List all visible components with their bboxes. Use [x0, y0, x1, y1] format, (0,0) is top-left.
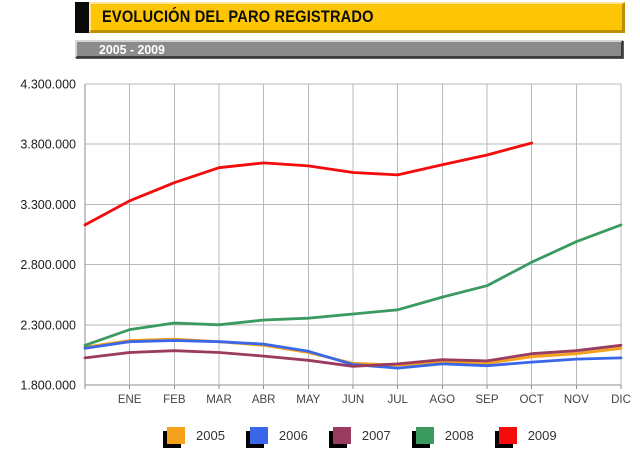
y-axis-tick-label: 3.800.000: [20, 138, 76, 152]
series-line-2009: [83, 141, 534, 227]
x-axis-tick-label: ABR: [252, 394, 276, 406]
y-axis-tick-label: 1.800.000: [20, 379, 76, 393]
legend-swatch-2008: [415, 427, 434, 444]
page-subtitle: 2005 - 2009: [99, 41, 165, 57]
series-line-2007: [83, 343, 623, 368]
legend-label: 2006: [278, 428, 308, 443]
title-accent-block: [75, 2, 89, 33]
x-axis-tick-label: DIC: [611, 394, 631, 406]
x-axis-tick-label: OCT: [520, 394, 544, 406]
x-axis-tick-label: JUN: [342, 394, 364, 406]
x-axis-tick-label: SEP: [475, 394, 498, 406]
legend: 2005 2006 2007 2008 2009: [167, 427, 582, 444]
page-title: EVOLUCIÓN DEL PARO REGISTRADO: [102, 7, 374, 26]
series-line-2008: [83, 223, 623, 347]
x-axis-tick-label: MAR: [206, 394, 232, 406]
y-axis-tick-label: 2.300.000: [20, 318, 76, 332]
x-axis-tick-label: ENE: [118, 394, 142, 406]
legend-swatch-2007: [332, 427, 351, 444]
y-axis-tick-label: 3.300.000: [20, 198, 76, 212]
title-bar: EVOLUCIÓN DEL PARO REGISTRADO: [89, 2, 625, 33]
subtitle-bar: 2005 - 2009: [75, 40, 623, 58]
legend-item-2006: 2006: [249, 427, 308, 444]
x-axis-tick-label: JUL: [387, 394, 408, 406]
legend-swatch-2005: [167, 427, 185, 444]
y-axis-tick-label: 2.800.000: [20, 258, 76, 272]
x-axis-tick-label: NOV: [564, 394, 589, 406]
legend-item-2007: 2007: [332, 427, 391, 444]
legend-label: 2008: [444, 428, 474, 443]
x-axis-tick-label: FEB: [163, 394, 186, 406]
legend-label: 2009: [527, 428, 557, 443]
line-chart: 4.300.000 3.800.000 3.300.000 2.800.000 2.30…: [20, 78, 631, 407]
legend-item-2009: 2009: [498, 427, 557, 444]
legend-label: 2007: [361, 428, 391, 443]
legend-item-2008: 2008: [415, 427, 474, 444]
x-axis-tick-label: AGO: [430, 394, 456, 406]
series-line-2006: [83, 339, 623, 370]
legend-label: 2005: [196, 428, 225, 443]
x-axis-tick-label: MAY: [296, 394, 320, 406]
legend-swatch-2006: [249, 427, 268, 444]
y-axis-tick-label: 4.300.000: [20, 78, 76, 92]
legend-item-2005: 2005: [167, 427, 225, 444]
legend-swatch-2009: [498, 427, 517, 444]
